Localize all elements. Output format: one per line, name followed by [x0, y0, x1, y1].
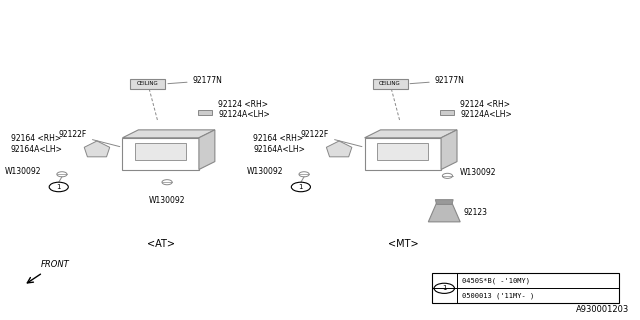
Circle shape	[299, 172, 309, 177]
Text: 1: 1	[442, 285, 447, 291]
Polygon shape	[428, 203, 460, 222]
Text: W130092: W130092	[460, 168, 497, 177]
Text: 92164 <RH>
92164A<LH>: 92164 <RH> 92164A<LH>	[253, 134, 305, 154]
Text: 92124 <RH>
92124A<LH>: 92124 <RH> 92124A<LH>	[460, 100, 512, 119]
Circle shape	[291, 182, 310, 192]
Polygon shape	[199, 130, 215, 170]
Polygon shape	[440, 110, 454, 115]
Text: 0500013 ('11MY- ): 0500013 ('11MY- )	[462, 292, 534, 299]
Text: W130092: W130092	[149, 196, 186, 205]
Polygon shape	[435, 200, 453, 204]
Circle shape	[162, 180, 172, 185]
Text: 92177N: 92177N	[168, 76, 223, 85]
Text: 92122F: 92122F	[59, 130, 120, 147]
Polygon shape	[365, 138, 441, 170]
Circle shape	[57, 172, 67, 177]
FancyBboxPatch shape	[372, 79, 408, 89]
Polygon shape	[441, 130, 457, 170]
Polygon shape	[122, 130, 215, 138]
Text: W130092: W130092	[246, 167, 284, 176]
Text: <AT>: <AT>	[147, 239, 175, 249]
Text: 92177N: 92177N	[410, 76, 465, 85]
Polygon shape	[365, 130, 457, 138]
Text: A930001203: A930001203	[576, 305, 629, 314]
Polygon shape	[135, 142, 186, 160]
Text: 1: 1	[299, 184, 303, 190]
Text: 92164 <RH>
92164A<LH>: 92164 <RH> 92164A<LH>	[11, 134, 63, 154]
Text: CEILING: CEILING	[380, 81, 401, 86]
Polygon shape	[84, 141, 109, 157]
Polygon shape	[378, 142, 428, 160]
Text: W130092: W130092	[4, 167, 41, 176]
Polygon shape	[326, 141, 352, 157]
Circle shape	[434, 283, 454, 293]
Text: 92123: 92123	[463, 208, 488, 217]
Polygon shape	[122, 138, 199, 170]
Circle shape	[49, 182, 68, 192]
Text: FRONT: FRONT	[41, 260, 70, 269]
Text: CEILING: CEILING	[137, 81, 159, 86]
FancyBboxPatch shape	[131, 79, 166, 89]
Text: 0450S*B( -'10MY): 0450S*B( -'10MY)	[462, 277, 530, 284]
FancyBboxPatch shape	[431, 273, 620, 303]
Text: 1: 1	[56, 184, 61, 190]
Text: <MT>: <MT>	[388, 239, 418, 249]
Text: 92124 <RH>
92124A<LH>: 92124 <RH> 92124A<LH>	[218, 100, 270, 119]
Circle shape	[442, 173, 452, 178]
Text: 92122F: 92122F	[301, 130, 362, 147]
Polygon shape	[198, 110, 212, 115]
